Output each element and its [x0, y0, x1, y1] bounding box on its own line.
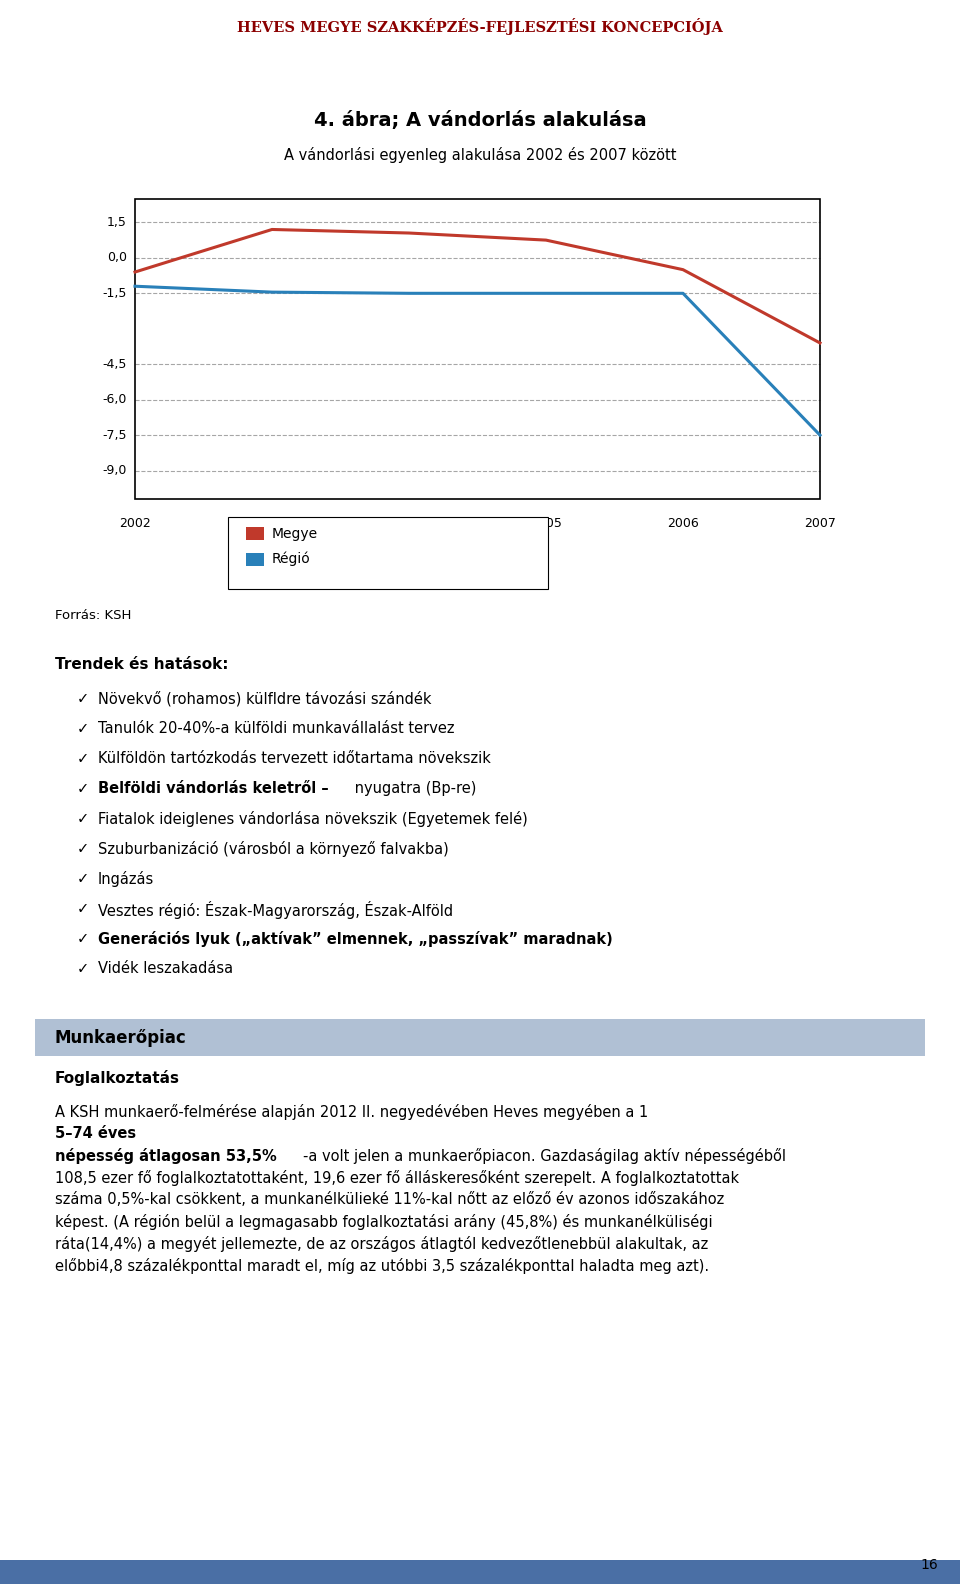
Text: HEVES MEGYE SZAKKÉPZÉS-FEJLESZTÉSI KONCEPCIÓJA: HEVES MEGYE SZAKKÉPZÉS-FEJLESZTÉSI KONCE… — [237, 17, 723, 35]
Text: -9,0: -9,0 — [103, 464, 127, 477]
Text: Munkaerőpiac: Munkaerőpiac — [55, 1028, 187, 1047]
Text: -1,5: -1,5 — [103, 287, 127, 299]
Text: Vesztes régió: Észak-Magyarország, Észak-Alföld: Vesztes régió: Észak-Magyarország, Észak… — [98, 901, 453, 919]
Text: 16: 16 — [921, 1559, 938, 1571]
Text: 2004: 2004 — [394, 516, 425, 531]
Text: ✓: ✓ — [77, 871, 89, 887]
Bar — [246, 553, 264, 565]
Text: 0,0: 0,0 — [107, 252, 127, 265]
Text: Régió: Régió — [272, 551, 311, 567]
Text: Fiatalok ideiglenes vándorlása növekszik (Egyetemek felé): Fiatalok ideiglenes vándorlása növekszik… — [98, 811, 528, 827]
Text: A KSH munkaerő-felmérése alapján 2012 II. negyedévében Heves megyében a 1: A KSH munkaerő-felmérése alapján 2012 II… — [55, 1104, 648, 1120]
Text: Szuburbanizáció (városból a környező falvakba): Szuburbanizáció (városból a környező fal… — [98, 841, 448, 857]
Text: -7,5: -7,5 — [103, 429, 127, 442]
Text: ✓: ✓ — [77, 691, 89, 706]
Text: ráta(14,4%) a megyét jellemezte, de az országos átlagtól kedvezőtlenebbül alakul: ráta(14,4%) a megyét jellemezte, de az o… — [55, 1236, 708, 1251]
Text: nyugatra (Bp-re): nyugatra (Bp-re) — [350, 781, 476, 797]
Text: Tanulók 20-40%-a külföldi munkavállalást tervez: Tanulók 20-40%-a külföldi munkavállalást… — [98, 721, 454, 737]
Bar — [35, 1020, 925, 1055]
Text: Trendek és hatások:: Trendek és hatások: — [55, 657, 228, 672]
Text: Külföldön tartózkodás tervezett időtartama növekszik: Külföldön tartózkodás tervezett időtarta… — [98, 751, 491, 767]
Text: Vidék leszakadása: Vidék leszakadása — [98, 961, 233, 976]
Text: ✓: ✓ — [77, 721, 89, 737]
Text: ✓: ✓ — [77, 841, 89, 857]
Text: Növekvő (rohamos) külfldre távozási szándék: Növekvő (rohamos) külfldre távozási szán… — [98, 691, 431, 706]
Text: ✓: ✓ — [77, 811, 89, 827]
Text: ✓: ✓ — [77, 961, 89, 976]
Text: ✓: ✓ — [77, 901, 89, 917]
Text: népesség átlagosan 53,5%: népesség átlagosan 53,5% — [55, 1147, 276, 1164]
Text: ✓: ✓ — [77, 751, 89, 767]
Text: ✓: ✓ — [77, 781, 89, 797]
Text: 2006: 2006 — [667, 516, 699, 531]
Text: Generációs lyuk („aktívak” elmennek, „passzívak” maradnak): Generációs lyuk („aktívak” elmennek, „pa… — [98, 931, 612, 947]
Text: -6,0: -6,0 — [103, 393, 127, 406]
Text: 2005: 2005 — [530, 516, 562, 531]
Text: 5–74 éves: 5–74 éves — [55, 1126, 136, 1140]
Text: száma 0,5%-kal csökkent, a munkanélkülieké 11%-kal nőtt az előző év azonos idősz: száma 0,5%-kal csökkent, a munkanélkülie… — [55, 1191, 724, 1207]
Text: 108,5 ezer fő foglalkoztatottaként, 19,6 ezer fő álláskeresőként szerepelt. A fo: 108,5 ezer fő foglalkoztatottaként, 19,6… — [55, 1169, 739, 1185]
Text: 2007: 2007 — [804, 516, 836, 531]
Text: Belföldi vándorlás keletről –: Belföldi vándorlás keletről – — [98, 781, 328, 797]
Text: Ingázás: Ingázás — [98, 871, 155, 887]
Text: -a volt jelen a munkaerőpiacon. Gazdaságilag aktív népességéből: -a volt jelen a munkaerőpiacon. Gazdaság… — [303, 1147, 786, 1164]
Text: 2003: 2003 — [256, 516, 288, 531]
Text: 2002: 2002 — [119, 516, 151, 531]
Bar — [228, 516, 548, 589]
Text: előbbi4,8 százalékponttal maradt el, míg az utóbbi 3,5 százalékponttal haladta m: előbbi4,8 százalékponttal maradt el, míg… — [55, 1258, 709, 1274]
Text: ✓: ✓ — [77, 931, 89, 946]
Text: 1,5: 1,5 — [108, 215, 127, 228]
Text: Forrás: KSH: Forrás: KSH — [55, 610, 132, 623]
Text: képest. (A régión belül a legmagasabb foglalkoztatási arány (45,8%) és munkanélk: képest. (A régión belül a legmagasabb fo… — [55, 1213, 712, 1229]
Text: Megye: Megye — [272, 527, 318, 542]
Text: -4,5: -4,5 — [103, 358, 127, 371]
Bar — [246, 527, 264, 540]
Text: 4. ábra; A vándorlás alakulása: 4. ábra; A vándorlás alakulása — [314, 111, 646, 130]
Text: A vándorlási egyenleg alakulása 2002 és 2007 között: A vándorlási egyenleg alakulása 2002 és … — [284, 147, 676, 163]
Bar — [0, 1560, 960, 1584]
Text: Foglalkoztatás: Foglalkoztatás — [55, 1069, 180, 1085]
